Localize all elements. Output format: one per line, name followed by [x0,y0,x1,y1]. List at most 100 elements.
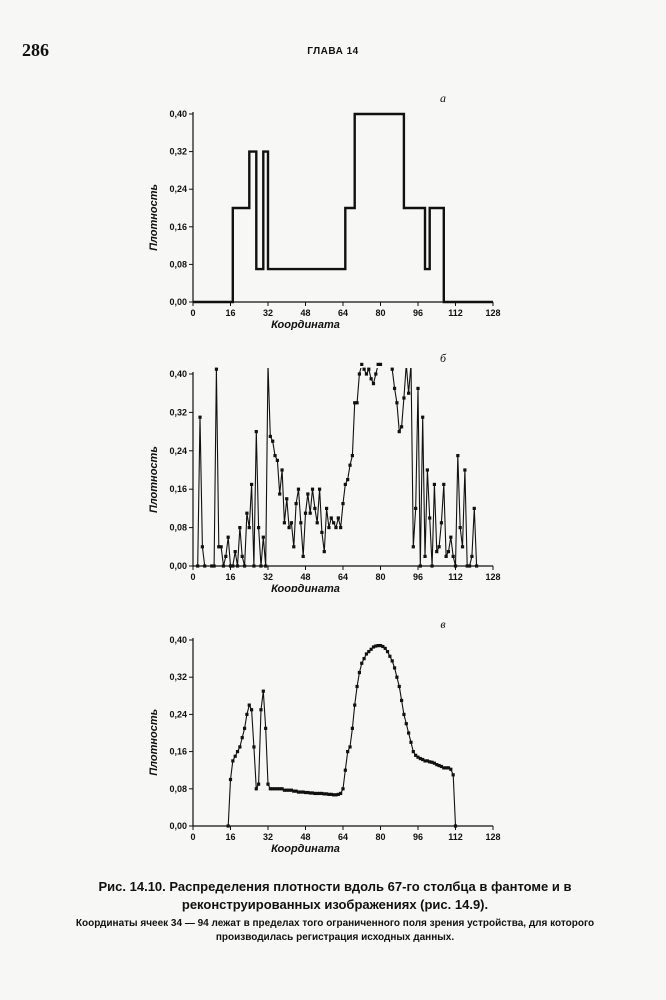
chart-c-y-tick-label: 0,08 [169,784,187,794]
chart-c-data-point [315,791,319,796]
chart-b-data-point [287,526,291,530]
chart-b-data-point [275,458,279,462]
chart-b-y-tick-label: 0,08 [169,523,187,533]
chart-b-data-point [198,415,202,419]
chart-c-data-point [231,759,235,763]
chart-b-data-point [376,362,380,366]
chart-b-data-point [235,564,240,568]
chart-b-data-point [324,506,329,510]
chart-c-data-point [343,768,347,772]
chart-a-x-tick-label: 96 [413,308,423,318]
chart-b-y-label: Плотность [148,446,160,513]
chart-b-data-point [231,564,235,568]
chart-b-data-point [451,554,455,558]
chart-a-x-tick-label: 128 [485,308,500,318]
chart-b-data-point [273,454,277,458]
chart-b-data-point [252,564,256,568]
chart-c-data-point [339,791,343,796]
chart-b-data-point [317,487,322,491]
chart-a-y-tick-label: 0,32 [169,147,187,157]
chart-c-data-point [320,791,324,796]
chart-c-data-point [275,787,279,791]
chart-c-data-point [371,645,376,649]
chart-a-x-tick-label: 0 [190,308,195,318]
chart-b-x-tick-label: 48 [300,572,310,582]
chart-b-data-point [432,482,437,486]
chart-c-data-point [416,755,420,759]
chart-b-data-point [418,564,422,568]
chart-c-data-point [294,789,298,793]
figure-caption-note: Координаты ячеек 34 — 94 лежат в предела… [75,918,595,943]
chart-c-data-point [404,722,408,726]
chart-b-data-point [226,535,230,539]
chart-b-y-tick-label: 0,40 [169,369,187,379]
chart-c-x-tick-label: 128 [485,832,500,842]
chart-c-data-point [247,703,251,707]
chart-c-y-tick-label: 0,40 [169,635,187,645]
chart-c-data-point [376,643,380,648]
chart-b-data-point [224,554,228,558]
chart-b-data-point [249,482,254,486]
chart-c-data-point [353,703,357,707]
chart-b-data-point [416,386,420,390]
chart-b-data-point [474,564,479,568]
chart-a-x-label: Координата [271,319,340,330]
chart-c-data-point [308,791,312,795]
chart-c-data-point [411,750,415,754]
chart-b-data-point [282,521,287,525]
chart-b-x-tick-label: 0 [190,572,195,582]
page-number: 286 [22,40,49,60]
chart-c-data-point [348,745,352,749]
chart-c-data-point [407,731,411,735]
chart-b-data-point [378,362,383,366]
chart-c-data-point [228,777,233,782]
chart-b-x-tick-label: 128 [485,572,500,582]
chart-c-data-point [261,689,265,693]
chart-c-data-point [402,712,406,716]
chart-c-data-point [360,661,364,665]
chart-b-data-point [261,535,265,539]
chart-b-data-point [460,545,465,549]
chart-c-data-point [257,782,261,786]
chart-c-data-point [437,763,441,768]
chart-c-data-point [287,788,291,792]
chart-b-data-point [437,545,441,549]
chart-c-data-point [390,659,394,663]
chart-b-data-point [428,516,432,520]
chart-c-data-point [254,787,258,791]
chart-c-data-point [381,644,385,649]
chart-b-data-point [306,492,310,496]
chart-b-data-point [233,550,237,554]
chart-b-y-tick-label: 0,32 [169,407,187,417]
chart-c-data-point [442,766,446,770]
chart-c-data-point [399,698,404,703]
chart-c-y-tick-label: 0,00 [169,821,187,831]
chart-b-data-point [456,454,460,458]
chart-c-data-point [259,708,263,712]
chart-b-data-point [214,367,219,371]
chart-c-data-point [388,654,392,658]
chart-b-data-point [362,367,366,371]
chart-b-data-point [238,526,242,530]
chart-b-data-point [446,550,451,554]
chart-c-data-point [271,787,275,791]
chart-b-data-point [350,454,354,458]
chart-c-data-point [439,764,444,769]
chart-c-data-point [238,745,242,749]
chart-b-data-point [203,564,207,568]
chart-c-data-point [346,750,350,754]
chart-b-y-tick-label: 0,00 [169,561,187,571]
chart-a-y-label: Плотность [148,184,160,251]
chart-c-data-point [385,650,390,654]
chart-b-data-point [343,482,347,486]
chart-b-data-point [308,511,312,515]
chart-c-data-point [414,753,418,757]
chart-a-x-tick-label: 48 [300,308,310,318]
chart-c-data-point [392,666,397,670]
chart-b-data-point [442,482,446,486]
chart-b-data-point [399,425,404,429]
chart-b-x-tick-label: 32 [263,572,273,582]
chart-a-x-tick-label: 64 [338,308,348,318]
chart-c-y-label: Плотность [148,709,160,776]
chart-b-data-point [332,521,336,525]
